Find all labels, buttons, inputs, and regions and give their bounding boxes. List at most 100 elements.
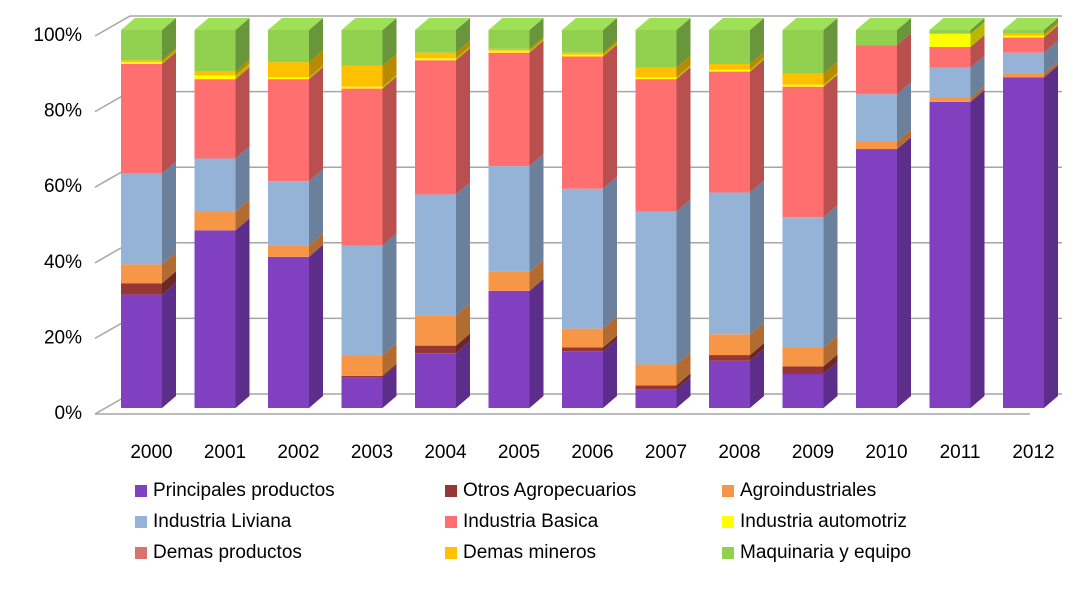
bar [782,86,824,218]
bar-top [709,18,764,30]
bar-side [676,55,691,78]
bar-side [897,82,911,142]
bar-side [676,199,691,365]
bar-top [1003,18,1058,30]
bar-side [382,365,397,408]
legend-swatch [722,516,734,528]
bar-top [121,18,176,30]
bar [1003,33,1044,36]
bar [1003,30,1044,34]
bar [562,328,603,348]
bar [488,290,530,408]
bar-top [488,18,544,30]
bar-side [1044,40,1058,74]
bar-side [309,18,323,63]
x-tick-label: 2012 [1012,442,1054,463]
bar [856,45,897,95]
bar-side [970,18,985,34]
bar [341,65,383,87]
bar-top [635,18,691,30]
bar-side [1044,25,1058,53]
bar-side [529,278,544,408]
bar [121,264,162,284]
legend-label: Otros Agropecuarios [463,480,636,501]
bar-side [382,343,397,376]
bar-side [162,282,176,408]
bar-top [194,18,250,30]
bar-side [823,354,838,374]
bar [562,52,603,55]
x-tick-label: 2003 [351,442,393,463]
bar-side [750,180,764,335]
bar [341,375,383,378]
bar-side [235,199,250,231]
bar [194,79,236,159]
bar [929,33,971,48]
y-tick-label: 60% [44,176,82,197]
bar [415,52,456,59]
bar [268,30,309,63]
bar [341,86,383,89]
bar-side [235,59,250,76]
x-tick-label: 2007 [645,442,687,463]
bar [488,30,530,49]
bar [194,30,236,72]
bar-side [603,18,617,53]
bar [415,345,456,354]
bar-side [750,18,764,65]
bar [562,30,603,53]
bar-side [309,244,323,408]
bar [782,73,824,85]
bar [929,101,971,408]
bar [562,347,603,352]
bar-side [162,18,176,61]
bar [488,48,530,51]
bar [856,141,897,150]
bar-side [456,182,470,316]
bar [121,62,162,65]
bar-side [970,55,985,99]
bar-side [529,38,544,53]
bar [121,64,162,174]
bar-side [970,86,985,102]
bar-side [382,53,397,87]
bar-side [309,65,323,80]
bar-side [676,65,691,80]
bar [709,192,750,335]
bar [121,173,162,265]
bar-side [382,76,397,246]
bar-side [1044,21,1058,36]
x-tick-label: 2009 [792,442,834,463]
bar-side [970,89,985,408]
bar [929,30,971,34]
bar-side [1044,61,1058,78]
bar-side [750,322,764,356]
bar-side [309,50,323,78]
bar [341,355,383,376]
bar-side [529,40,544,167]
bar-top [929,18,985,30]
bar [635,385,677,390]
bar-side [603,339,617,408]
bar-side [1044,18,1058,34]
bar [635,77,677,80]
bar [194,211,236,231]
bar [856,149,897,408]
bar [1003,37,1044,53]
bar-side [750,52,764,70]
bar-side [823,205,838,348]
bar-side [750,343,764,361]
bar [1003,73,1044,78]
x-tick-label: 2001 [204,442,246,463]
x-tick-label: 2002 [277,442,319,463]
bar-side [162,52,176,174]
bar [1003,35,1044,38]
bar [268,245,309,257]
bar-side [603,40,617,55]
bar-side [456,46,470,61]
bar-side [750,57,764,72]
bar-side [823,74,838,218]
bar-side [235,67,250,159]
bar [709,355,750,361]
bar-top [415,18,470,30]
